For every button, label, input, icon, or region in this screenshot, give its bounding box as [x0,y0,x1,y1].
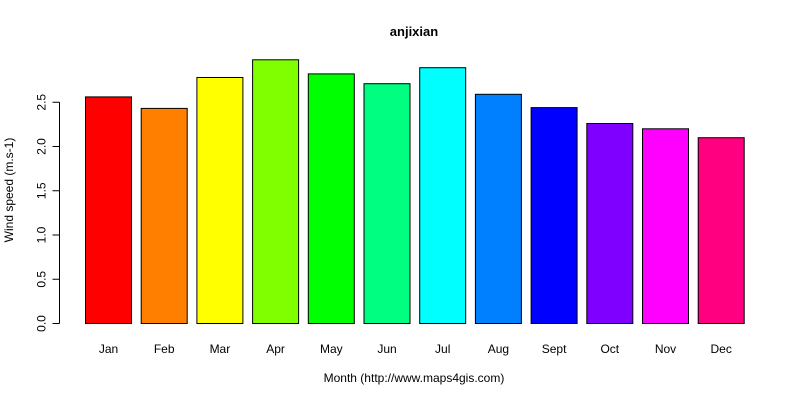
bar-jun [363,83,411,324]
x-tick-label: Nov [655,342,676,356]
x-tick-label: Dec [711,342,732,356]
bar-apr [252,59,300,325]
y-tick-label: 1.5 [35,182,49,199]
x-tick-label: Aug [488,342,509,356]
bar-feb [140,107,188,325]
bars [85,59,745,325]
y-axis: 0.0 0.5 1.0 1.5 2.0 2.5 [35,94,60,332]
chart-title: anjixian [390,24,438,39]
bar-mar [196,77,244,324]
x-axis-label: Month (http://www.maps4gis.com) [324,371,505,385]
x-tick-labels: Jan Feb Mar Apr May Jun Jul Aug Sept Oct Nov Dec [99,342,732,356]
x-tick-label: Jan [99,342,118,356]
x-tick-label: Feb [154,342,175,356]
bar-nov [642,128,689,324]
x-tick-label: Oct [600,342,619,356]
bar-jul [419,67,467,324]
bar-aug [474,93,522,324]
y-tick-label: 1.0 [35,226,49,243]
x-tick-label: May [320,342,343,356]
y-axis-label: Wind speed (m.s-1) [2,138,16,243]
y-tick-label: 2.5 [35,94,49,111]
x-tick-label: Jul [435,342,450,356]
x-tick-label: Apr [266,342,285,356]
bar-dec [697,137,745,324]
bar-oct [586,123,634,324]
y-tick-label: 2.0 [35,138,49,155]
bar-may [307,73,355,325]
y-tick-label: 0.5 [35,271,49,288]
y-tick-label: 0.0 [35,315,49,332]
x-tick-label: Mar [210,342,231,356]
x-tick-label: Jun [377,342,396,356]
bar-sept [530,107,578,324]
bar-jan [85,96,132,325]
x-tick-label: Sept [542,342,567,356]
